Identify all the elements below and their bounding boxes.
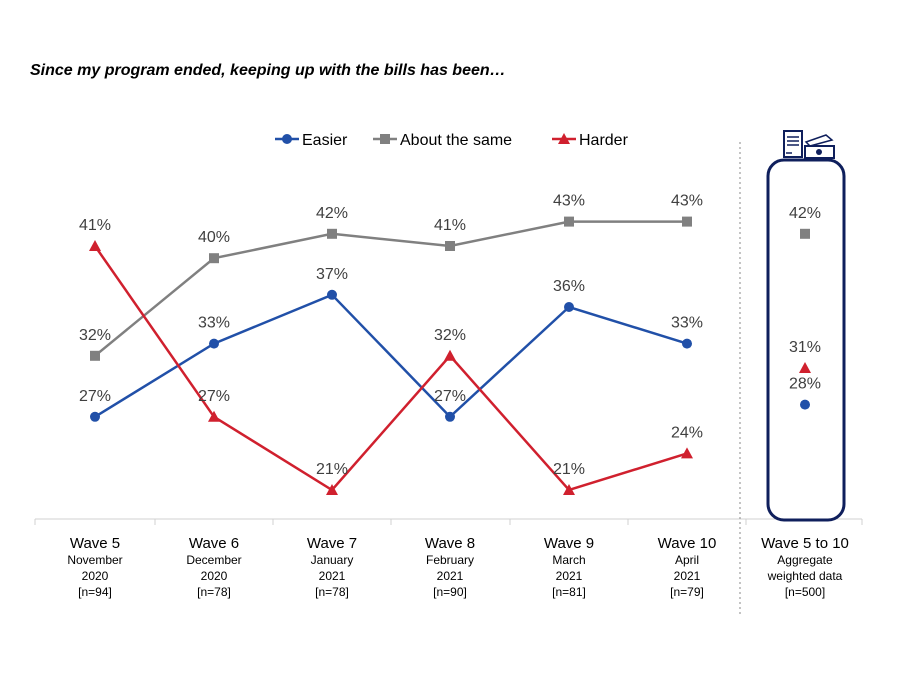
aggregate-label: 28%	[789, 376, 821, 393]
data-point	[445, 411, 455, 422]
data-label: 32%	[79, 327, 111, 344]
data-point	[90, 350, 100, 361]
data-point	[682, 216, 692, 227]
x-tick-sublabel: Aggregate	[777, 553, 833, 567]
x-tick-label: Wave 5	[70, 535, 120, 552]
data-point	[564, 216, 574, 227]
data-label: 41%	[79, 217, 111, 234]
data-label: 43%	[671, 193, 703, 210]
data-point	[444, 349, 456, 361]
bills-and-money-icon	[783, 130, 835, 159]
data-point	[327, 228, 337, 239]
x-tick-sublabel: April	[675, 553, 699, 567]
data-point	[209, 338, 219, 349]
x-tick-sublabel: January	[311, 553, 354, 567]
x-tick-sublabel: [n=500]	[785, 585, 825, 599]
x-tick-sublabel: 2021	[556, 569, 583, 583]
x-tick-sublabel: [n=81]	[552, 585, 586, 599]
x-tick-sublabel: 2020	[82, 569, 109, 583]
data-label: 27%	[198, 388, 230, 405]
data-point	[681, 447, 693, 459]
x-tick-sublabel: February	[426, 553, 474, 567]
aggregate-label: 42%	[789, 205, 821, 222]
x-tick-sublabel: November	[67, 553, 122, 567]
legend-marker	[282, 134, 292, 144]
x-tick-sublabel: 2021	[319, 569, 346, 583]
aggregate-point	[800, 228, 810, 239]
x-tick-sublabel: [n=94]	[78, 585, 112, 599]
data-label: 41%	[434, 217, 466, 234]
data-point	[209, 253, 219, 264]
legend-marker	[380, 134, 390, 144]
series-line-easier	[94, 293, 688, 419]
x-tick-sublabel: 2021	[674, 569, 701, 583]
data-label: 33%	[671, 315, 703, 332]
data-label: 42%	[316, 205, 348, 222]
aggregate-point	[799, 362, 811, 373]
data-label: 24%	[671, 424, 703, 441]
x-tick-sublabel: 2020	[201, 569, 228, 583]
x-tick-sublabel: [n=90]	[433, 585, 467, 599]
data-point	[327, 289, 337, 300]
x-tick-sublabel: [n=79]	[670, 585, 704, 599]
series-line-about-the-same	[94, 220, 687, 357]
x-tick-label: Wave 7	[307, 535, 357, 552]
legend-marker	[558, 133, 570, 144]
data-label: 33%	[198, 315, 230, 332]
x-tick-sublabel: December	[186, 553, 241, 567]
data-point	[682, 338, 692, 349]
data-point	[326, 484, 338, 495]
legend-label: Easier	[302, 132, 348, 149]
x-tick-label: Wave 9	[544, 535, 594, 552]
data-point	[563, 484, 575, 495]
data-label: 27%	[79, 388, 111, 405]
data-point	[445, 241, 455, 251]
x-tick-sublabel: 2021	[437, 569, 464, 583]
aggregate-point	[800, 399, 810, 410]
x-tick-sublabel: weighted data	[767, 569, 843, 583]
data-label: 32%	[434, 327, 466, 344]
data-point	[564, 302, 574, 312]
aggregate-label: 31%	[789, 339, 821, 356]
chart-title: Since my program ended, keeping up with …	[30, 62, 506, 79]
data-label: 37%	[316, 266, 348, 283]
data-point	[89, 240, 101, 251]
x-tick-label: Wave 8	[425, 535, 475, 552]
data-point	[90, 411, 100, 422]
x-tick-sublabel: [n=78]	[315, 585, 349, 599]
x-tick-sublabel: March	[552, 553, 585, 567]
data-point	[208, 410, 220, 422]
data-label: 40%	[198, 229, 230, 246]
legend-label: About the same	[400, 132, 512, 149]
series-line-harder	[93, 245, 688, 492]
data-label: 21%	[553, 461, 585, 478]
legend-label: Harder	[579, 132, 629, 149]
x-tick-label: Wave 5 to 10	[761, 535, 849, 552]
x-tick-label: Wave 10	[658, 535, 717, 552]
aggregate-box	[766, 158, 846, 522]
data-label: 36%	[553, 278, 585, 295]
data-label: 27%	[434, 388, 466, 405]
data-label: 21%	[316, 461, 348, 478]
x-tick-sublabel: [n=78]	[197, 585, 231, 599]
data-label: 43%	[553, 193, 585, 210]
x-tick-label: Wave 6	[189, 535, 239, 552]
